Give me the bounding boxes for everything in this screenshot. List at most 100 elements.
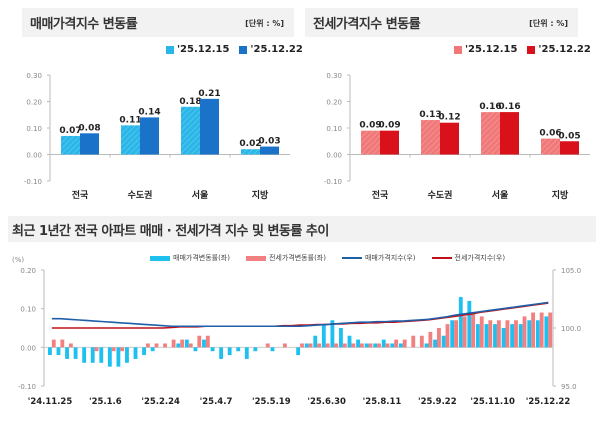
sale-change-bar: [458, 297, 463, 348]
jeonse-panel-header: 전세가격지수 변동률 [단위 : %]: [305, 8, 578, 37]
y-tick-label: -0.10: [24, 178, 42, 186]
sale-change-bar: [544, 316, 549, 348]
sale-change-bar: [65, 347, 69, 359]
jeonse-change-bar: [531, 312, 536, 348]
sale-change-bar: [56, 347, 61, 356]
bar-서울-0: [181, 106, 200, 155]
sale-change-bar: [356, 339, 360, 348]
bar-지방-0: [541, 138, 560, 155]
legend-swatch: [150, 255, 170, 261]
y-tick-label: 0.00: [326, 152, 342, 160]
sale-change-bar: [184, 339, 189, 348]
bar-value-label: 0.08: [78, 123, 100, 133]
bar-지방-1: [260, 146, 279, 155]
jeonse-change-bar: [368, 343, 373, 348]
bar-전국-1: [380, 130, 399, 155]
sale-change-bar: [236, 347, 241, 352]
jeonse-change-bar: [342, 343, 347, 348]
sale-change-bar: [116, 347, 121, 367]
sale-change-bar: [441, 335, 446, 348]
sale-change-bar: [142, 347, 147, 356]
bar-value-label: 0.21: [198, 89, 220, 99]
trend-panel-header: 최근 1년간 전국 아파트 매매 · 전세가격 지수 및 변동률 추이: [8, 216, 596, 242]
sale-legend: '25.12.15 '25.12.22: [160, 44, 303, 55]
sale-change-bar: [125, 347, 129, 363]
sale-change-bar: [107, 347, 112, 367]
bar-value-label: 0.13: [419, 110, 441, 120]
legend-label: '25.12.22: [538, 44, 591, 55]
jeonse-change-bar: [300, 343, 304, 348]
y-tick-label: 0.30: [326, 72, 342, 80]
sale-change-bar: [99, 347, 104, 363]
jeonse-change-bar: [282, 343, 287, 348]
sale-change-bar: [424, 343, 429, 348]
bar-수도권-0: [421, 120, 440, 155]
y-tick-label: 0.20: [326, 99, 342, 107]
jeonse-change-bar: [437, 328, 441, 348]
sale-change-bar: [202, 339, 206, 348]
x-tick-label: '25.11.10: [470, 397, 515, 407]
legend-swatch: [527, 45, 536, 54]
trend-legend-item-jeonse-index: 전세가격지수(우): [431, 253, 506, 263]
bar-지방-1: [560, 141, 579, 155]
bar-value-label: 0.14: [138, 107, 160, 117]
jeonse-change-bar: [445, 324, 450, 348]
x-tick-label: '24.11.25: [28, 397, 73, 407]
jeonse-change-bar: [428, 331, 433, 348]
y-tick-label: 0.10: [26, 125, 42, 133]
jeonse-panel-title: 전세가격지수 변동률: [313, 17, 421, 32]
legend-swatch: [245, 255, 266, 261]
x-category-label: 전국: [372, 189, 389, 201]
x-tick-label: '25.12.22: [526, 397, 571, 407]
sale-legend-item-2: '25.12.22: [239, 44, 303, 55]
left-tick-label: 0.00: [20, 344, 36, 352]
sale-change-bar: [210, 347, 215, 352]
sale-change-bar: [296, 347, 301, 356]
jeonse-change-bar: [94, 347, 99, 352]
bar-value-label: 0.16: [498, 102, 520, 112]
x-category-label: 전국: [72, 189, 89, 201]
jeonse-change-bar: [505, 320, 510, 348]
jeonse-change-bar: [454, 320, 458, 348]
bar-전국-0: [361, 130, 380, 155]
sale-change-bar: [304, 343, 309, 348]
y-tick-label: -0.10: [324, 178, 342, 186]
jeonse-change-bar: [265, 343, 270, 348]
left-tick-label: 0.20: [20, 267, 36, 275]
jeonse-change-bar: [522, 316, 527, 348]
left-axis-unit: (%): [12, 256, 24, 264]
sale-change-bar: [364, 343, 369, 348]
sale-change-bar: [82, 347, 87, 363]
jeonse-change-bar: [548, 312, 553, 348]
bar-서울-1: [500, 112, 519, 155]
trend-legend-item-sale-index: 매매가격지수(우): [341, 253, 416, 263]
sale-change-bar: [176, 343, 181, 348]
sale-panel-title: 매매가격지수 변동률: [30, 17, 138, 32]
jeonse-change-bar: [359, 343, 364, 348]
sale-change-bar: [48, 347, 52, 356]
sale-change-bar: [339, 328, 343, 348]
legend-swatch: [166, 45, 174, 54]
sale-change-bar: [253, 347, 258, 352]
x-tick-label: '25.6.30: [307, 397, 346, 407]
legend-swatch: [341, 257, 362, 259]
y-tick-label: 0.10: [326, 125, 342, 133]
x-category-label: 지방: [552, 189, 569, 201]
sale-change-bar: [390, 343, 395, 348]
jeonse-change-bar: [111, 347, 116, 352]
jeonse-change-bar: [351, 343, 356, 348]
legend-label: 전세가격지수(우): [454, 254, 506, 262]
jeonse-index-line: [51, 302, 549, 329]
sale-change-bar: [484, 324, 489, 348]
sale-change-bar: [475, 324, 480, 348]
sale-change-bar: [73, 347, 78, 359]
trend-legend-item-jeonse-change: 전세가격변동률(좌): [245, 253, 326, 263]
left-tick-label: 0.10: [20, 306, 36, 314]
legend-swatch: [239, 45, 248, 54]
sale-index-line: [51, 301, 549, 328]
x-category-label: 서울: [492, 189, 509, 201]
x-category-label: 수도권: [128, 189, 153, 201]
sale-change-bar: [244, 347, 249, 359]
sale-change-bar: [313, 335, 318, 348]
bar-서울-0: [481, 112, 500, 155]
